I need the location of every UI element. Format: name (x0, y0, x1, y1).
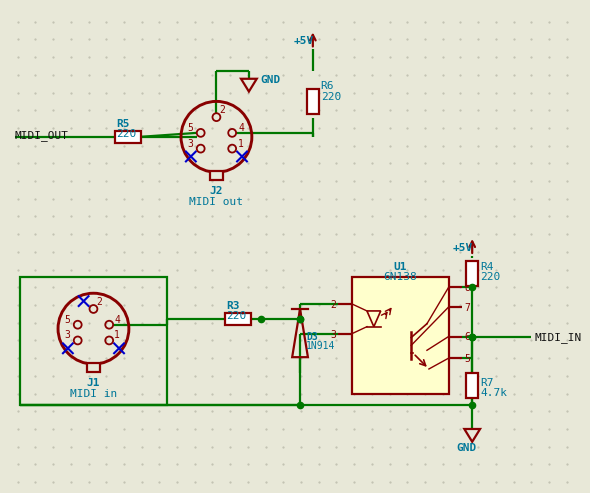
Text: 2: 2 (330, 300, 336, 310)
Text: 220: 220 (116, 129, 136, 139)
Text: +5V: +5V (293, 36, 313, 46)
Text: 2: 2 (219, 105, 225, 115)
Text: 1: 1 (114, 330, 120, 341)
Text: 8: 8 (464, 283, 470, 293)
Text: MIDI_IN: MIDI_IN (534, 332, 581, 343)
Bar (307, 89, 319, 114)
Text: R3: R3 (226, 301, 240, 311)
Text: 7: 7 (464, 303, 470, 313)
Text: 2: 2 (96, 297, 102, 307)
Text: 1N914: 1N914 (306, 342, 335, 352)
Text: MIDI in: MIDI in (70, 388, 117, 399)
Text: 220: 220 (226, 311, 247, 321)
Bar (19, 278, 167, 405)
Bar (115, 131, 140, 142)
Text: 5: 5 (464, 354, 470, 364)
Bar (352, 278, 448, 393)
Text: J2: J2 (209, 186, 223, 196)
Bar (87, 363, 100, 372)
Text: R7: R7 (480, 378, 494, 388)
Bar (466, 261, 478, 286)
Text: J1: J1 (87, 378, 100, 388)
Text: +5V: +5V (453, 243, 473, 253)
Text: U1: U1 (394, 262, 407, 272)
Text: GND: GND (261, 75, 281, 85)
Text: 220: 220 (480, 272, 500, 282)
Text: GND: GND (457, 443, 477, 453)
Text: R5: R5 (116, 119, 130, 129)
Bar (466, 373, 478, 398)
Text: MIDI_OUT: MIDI_OUT (15, 130, 69, 141)
Text: 5: 5 (64, 315, 70, 325)
Bar (225, 313, 251, 325)
Text: 220: 220 (321, 92, 341, 102)
Bar (210, 168, 223, 178)
Text: 4: 4 (114, 315, 120, 325)
Text: 3: 3 (64, 330, 70, 341)
Text: R4: R4 (480, 262, 494, 272)
Text: 6N138: 6N138 (384, 272, 417, 282)
Text: 4.7k: 4.7k (480, 387, 507, 398)
Text: R6: R6 (321, 81, 334, 91)
Bar (87, 359, 100, 370)
Text: 5: 5 (187, 123, 193, 133)
Text: 3: 3 (330, 329, 336, 340)
Text: 1: 1 (238, 139, 244, 149)
Text: MIDI out: MIDI out (189, 197, 244, 207)
Text: 6: 6 (464, 332, 470, 343)
Bar (210, 171, 223, 180)
Text: 4: 4 (238, 123, 244, 133)
Text: D3: D3 (306, 332, 317, 342)
Text: 3: 3 (187, 139, 193, 149)
